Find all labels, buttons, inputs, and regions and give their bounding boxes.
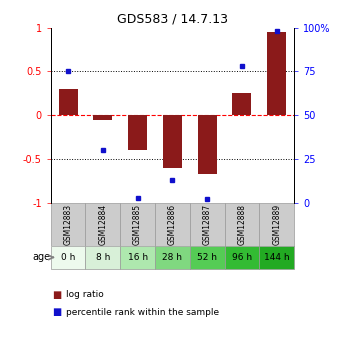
Text: percentile rank within the sample: percentile rank within the sample bbox=[66, 308, 219, 317]
Bar bbox=[232, 93, 251, 115]
Text: GSM12887: GSM12887 bbox=[203, 204, 212, 245]
Bar bbox=[86, 246, 120, 269]
Bar bbox=[163, 115, 182, 168]
Bar bbox=[155, 203, 190, 246]
Text: 52 h: 52 h bbox=[197, 253, 217, 262]
Bar bbox=[155, 246, 190, 269]
Bar bbox=[120, 246, 155, 269]
Text: 0 h: 0 h bbox=[61, 253, 75, 262]
Bar bbox=[190, 203, 224, 246]
Bar bbox=[58, 89, 78, 115]
Bar bbox=[51, 203, 86, 246]
Bar bbox=[93, 115, 113, 120]
Text: GSM12885: GSM12885 bbox=[133, 204, 142, 245]
Bar bbox=[224, 246, 259, 269]
Bar bbox=[190, 246, 224, 269]
Bar bbox=[267, 32, 286, 115]
Bar bbox=[51, 246, 86, 269]
Text: GSM12888: GSM12888 bbox=[237, 204, 246, 245]
Text: GSM12884: GSM12884 bbox=[98, 204, 107, 245]
Bar bbox=[259, 246, 294, 269]
Text: GSM12886: GSM12886 bbox=[168, 204, 177, 245]
Text: 16 h: 16 h bbox=[127, 253, 148, 262]
Text: log ratio: log ratio bbox=[66, 290, 104, 299]
Bar bbox=[86, 203, 120, 246]
Bar bbox=[128, 115, 147, 150]
Title: GDS583 / 14.7.13: GDS583 / 14.7.13 bbox=[117, 12, 228, 25]
Text: 28 h: 28 h bbox=[162, 253, 183, 262]
Text: 144 h: 144 h bbox=[264, 253, 289, 262]
Text: 8 h: 8 h bbox=[96, 253, 110, 262]
Text: age: age bbox=[32, 253, 51, 263]
Text: 96 h: 96 h bbox=[232, 253, 252, 262]
Bar bbox=[198, 115, 217, 174]
Text: GSM12889: GSM12889 bbox=[272, 204, 281, 245]
Bar bbox=[120, 203, 155, 246]
Text: ■: ■ bbox=[52, 307, 62, 317]
Text: GSM12883: GSM12883 bbox=[64, 204, 73, 245]
Text: ■: ■ bbox=[52, 290, 62, 300]
Bar bbox=[224, 203, 259, 246]
Bar bbox=[259, 203, 294, 246]
